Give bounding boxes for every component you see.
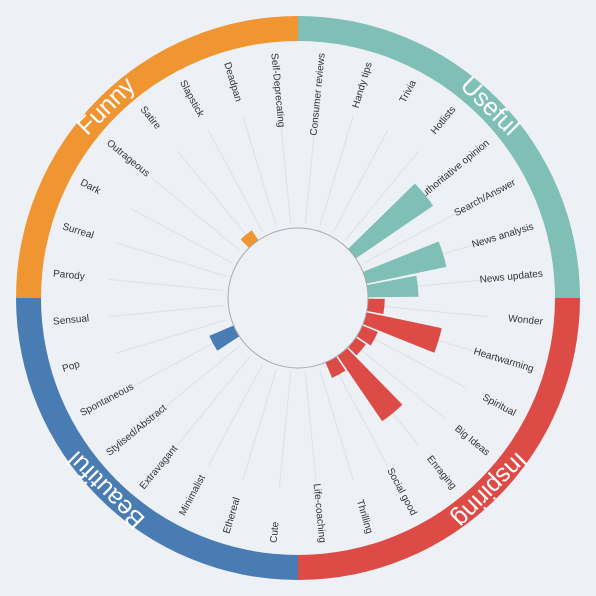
category-label: Stylised/Abstract (104, 403, 169, 459)
category-label: Self-Deprecating (268, 53, 286, 128)
spoke (207, 363, 264, 466)
spoke (278, 372, 292, 488)
category-label: Hotlists (429, 104, 458, 136)
category-label: Extravagant (138, 443, 180, 491)
spoke (108, 278, 224, 292)
bar (366, 298, 385, 315)
category-label: Handy tips (351, 61, 375, 109)
group-ring (298, 16, 580, 298)
bar (356, 325, 378, 346)
category-label: News analysis (471, 221, 535, 250)
bar (337, 348, 403, 422)
spoke (177, 150, 251, 241)
bar (362, 312, 442, 353)
category-label: Deadpan (221, 61, 243, 103)
category-label: Big Ideas (452, 423, 491, 458)
category-label: Trivia (398, 78, 419, 105)
category-label: News updates (479, 269, 543, 286)
group-ring (298, 298, 580, 580)
spoke (130, 207, 233, 264)
category-label: Wonder (508, 313, 544, 327)
spoke (116, 242, 227, 277)
category-label: Spontaneous (79, 381, 136, 418)
category-label: Outrageous (104, 138, 151, 180)
group-label: Useful (455, 71, 525, 141)
bar (348, 337, 366, 356)
category-label: Consumer reviews (309, 53, 328, 136)
spoke (177, 355, 251, 446)
category-label: Parody (53, 269, 86, 283)
group-label: Funny (72, 71, 141, 140)
category-label: Slapstick (177, 79, 206, 120)
category-label: Life-coaching (311, 483, 328, 543)
group-label: Beautiful (62, 446, 151, 535)
category-label: Search/Answer (453, 177, 519, 219)
category-label: Sensual (53, 313, 90, 327)
spoke (372, 304, 488, 318)
spoke (278, 108, 292, 224)
category-label: Spiritual (480, 392, 517, 419)
category-label: Thrilling (354, 498, 375, 535)
spoke (150, 177, 241, 251)
spoke (319, 369, 354, 480)
group-ring (16, 298, 298, 580)
group-label: Inspiring (447, 447, 534, 534)
group-ring (16, 16, 298, 298)
spoke (363, 207, 466, 264)
category-label: Dark (78, 177, 103, 197)
bar (366, 275, 419, 298)
category-label: Minimalist (177, 473, 208, 518)
spoke (150, 345, 241, 419)
category-label: Pop (61, 359, 82, 375)
bar (348, 183, 434, 259)
category-label: Heartwarming (472, 346, 535, 375)
spoke (332, 130, 389, 233)
inner-circle (227, 227, 369, 369)
bar (209, 325, 240, 351)
category-label: Ethereal (221, 496, 242, 535)
spoke (116, 319, 227, 354)
category-label: Cute (269, 521, 282, 544)
spoke (207, 130, 264, 233)
bar (240, 230, 259, 248)
spoke (355, 345, 446, 419)
category-label: Social good (384, 466, 418, 517)
category-label: Surreal (61, 221, 95, 241)
bar (325, 356, 346, 378)
spoke (242, 116, 277, 227)
bar (362, 241, 447, 284)
spoke (345, 150, 419, 241)
category-label: Satire (138, 104, 163, 132)
spoke (242, 369, 277, 480)
category-label: Enraging (424, 454, 458, 492)
spoke (108, 304, 224, 318)
spoke (363, 332, 466, 389)
spoke (319, 116, 354, 227)
spoke (332, 363, 389, 466)
spoke (304, 108, 318, 224)
spoke (304, 372, 318, 488)
